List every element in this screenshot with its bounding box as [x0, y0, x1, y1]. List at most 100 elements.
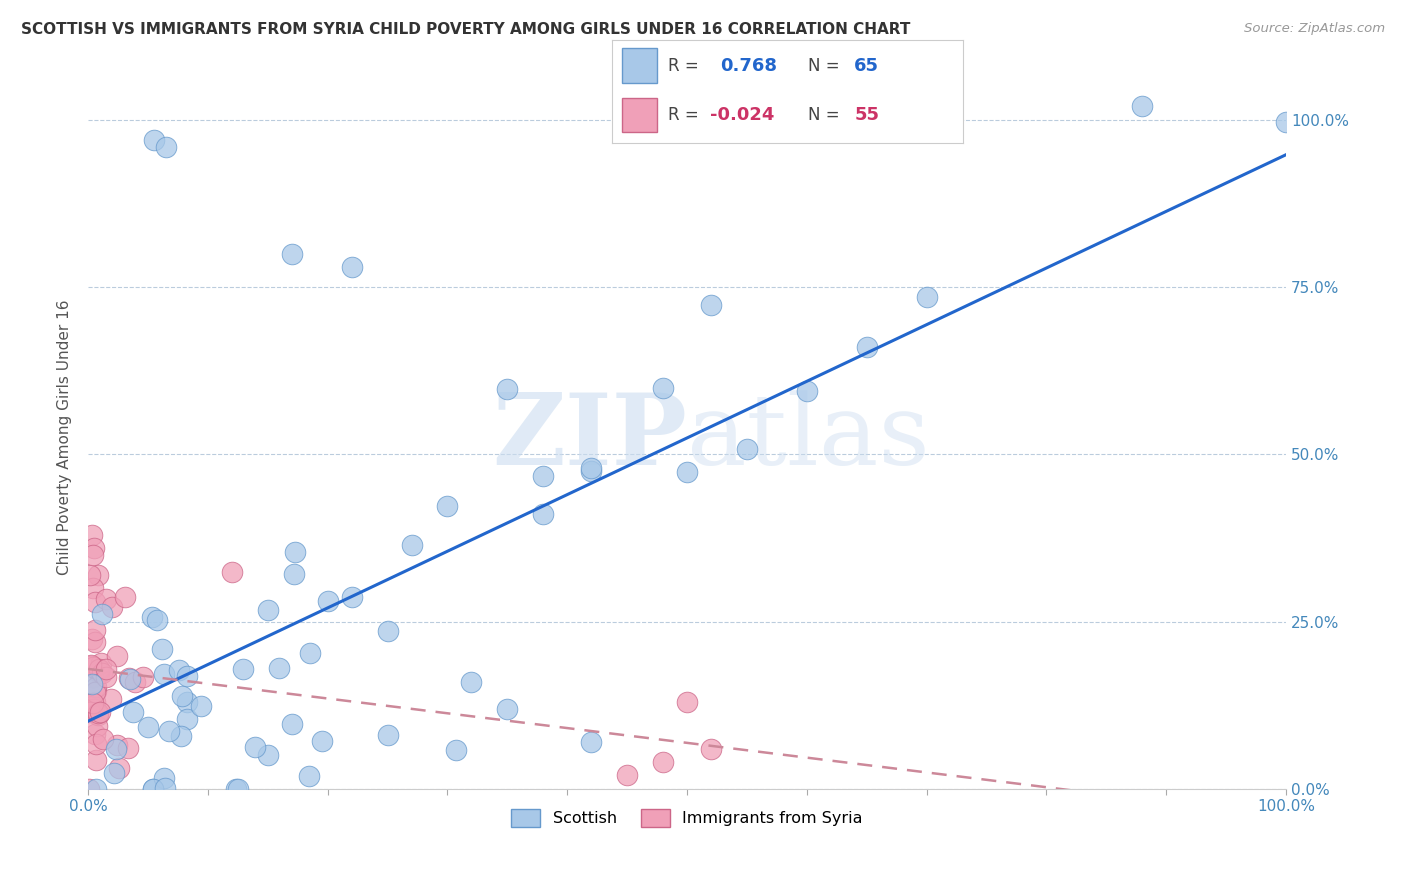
Point — [531, 507, 554, 521]
Bar — [621, 97, 657, 132]
Point — [340, 590, 363, 604]
Text: R =: R = — [668, 106, 704, 124]
Point — [496, 701, 519, 715]
Bar — [621, 48, 657, 83]
Point — [89, 705, 111, 719]
Point — [377, 728, 399, 742]
Point — [87, 567, 110, 582]
Point — [915, 289, 938, 303]
Point — [96, 670, 118, 684]
Point — [82, 670, 104, 684]
Point — [82, 698, 104, 713]
Point — [84, 594, 107, 608]
Point — [284, 545, 307, 559]
Point — [82, 581, 104, 595]
Point — [82, 632, 104, 646]
Point — [150, 642, 173, 657]
Point — [581, 464, 603, 478]
Point — [80, 658, 103, 673]
Point — [157, 724, 180, 739]
Point — [84, 781, 107, 796]
Point — [232, 662, 254, 676]
Point — [155, 139, 177, 153]
Point — [176, 712, 198, 726]
Point — [94, 662, 117, 676]
Point — [84, 753, 107, 767]
Point — [86, 706, 108, 721]
Point — [87, 663, 110, 677]
Point — [118, 673, 141, 687]
Point — [190, 699, 212, 714]
Point — [735, 442, 758, 456]
Point — [79, 659, 101, 673]
Point — [91, 732, 114, 747]
Text: N =: N = — [808, 106, 845, 124]
Point — [616, 768, 638, 782]
Point — [143, 133, 166, 147]
Point — [1275, 114, 1298, 128]
Point — [299, 646, 322, 660]
Point — [84, 685, 107, 699]
Point — [124, 675, 146, 690]
Point — [138, 719, 160, 733]
Point — [700, 298, 723, 312]
Point — [89, 656, 111, 670]
Point — [256, 748, 278, 763]
Point — [153, 771, 176, 785]
Point — [676, 695, 699, 709]
Point — [652, 755, 675, 769]
Point — [167, 664, 190, 678]
Point — [225, 781, 247, 796]
Point — [107, 648, 129, 663]
Point — [281, 717, 304, 731]
Point — [496, 382, 519, 396]
Point — [80, 676, 103, 690]
Point — [531, 468, 554, 483]
Point — [131, 670, 153, 684]
Point — [89, 663, 111, 677]
Text: SCOTTISH VS IMMIGRANTS FROM SYRIA CHILD POVERTY AMONG GIRLS UNDER 16 CORRELATION: SCOTTISH VS IMMIGRANTS FROM SYRIA CHILD … — [21, 22, 911, 37]
Point — [146, 613, 169, 627]
Point — [80, 527, 103, 541]
Text: 0.768: 0.768 — [721, 57, 778, 75]
Point — [581, 735, 603, 749]
Point — [83, 541, 105, 555]
Point — [221, 565, 243, 579]
Point — [105, 738, 128, 752]
Point — [83, 702, 105, 716]
Point — [676, 465, 699, 479]
Point — [340, 260, 363, 274]
Point — [84, 684, 107, 698]
Point — [401, 538, 423, 552]
Point — [114, 591, 136, 605]
Point — [283, 567, 305, 582]
Point — [87, 708, 110, 723]
Point — [82, 548, 104, 562]
Point — [117, 672, 139, 686]
Point — [84, 624, 107, 638]
Text: 55: 55 — [855, 106, 879, 124]
Point — [245, 740, 267, 755]
Point — [82, 696, 104, 710]
Point — [226, 781, 249, 796]
Point — [105, 741, 128, 756]
Legend: Scottish, Immigrants from Syria: Scottish, Immigrants from Syria — [505, 802, 869, 834]
Point — [103, 765, 125, 780]
Point — [84, 681, 107, 695]
Point — [796, 384, 818, 398]
Point — [444, 743, 467, 757]
Point — [84, 635, 107, 649]
Point — [176, 695, 198, 709]
Point — [79, 567, 101, 582]
Text: N =: N = — [808, 57, 845, 75]
Point — [122, 705, 145, 719]
Y-axis label: Child Poverty Among Girls Under 16: Child Poverty Among Girls Under 16 — [58, 300, 72, 575]
Point — [142, 781, 165, 796]
Point — [117, 741, 139, 756]
Text: atlas: atlas — [688, 390, 929, 485]
Text: -0.024: -0.024 — [710, 106, 775, 124]
Point — [169, 729, 191, 743]
Point — [108, 761, 131, 775]
Point — [94, 591, 117, 606]
Text: R =: R = — [668, 57, 704, 75]
